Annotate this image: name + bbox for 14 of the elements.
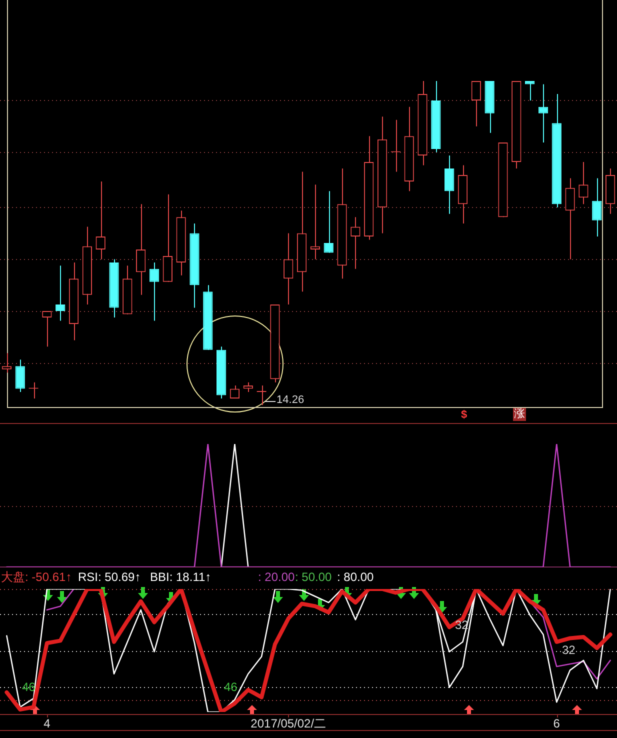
annotation: 46 <box>224 680 238 694</box>
x-tick-label: 2017/05/02/二 <box>250 716 326 731</box>
text: BBI: 18.11↑ <box>150 570 212 584</box>
x-tick-label: 6 <box>553 716 560 731</box>
annotation: 14.26 <box>276 394 304 406</box>
text: : 20.00 <box>258 570 295 584</box>
text: 涨 <box>513 408 526 421</box>
text: : 50.00 <box>295 570 332 584</box>
annotation: 32 <box>562 643 576 657</box>
text: : 80.00 <box>337 570 374 584</box>
text: $ <box>461 409 468 422</box>
text: 大盘: -50.61↑ <box>1 570 72 584</box>
text: RSI: 50.69↑ <box>78 570 141 584</box>
x-tick-label: 4 <box>44 716 51 731</box>
